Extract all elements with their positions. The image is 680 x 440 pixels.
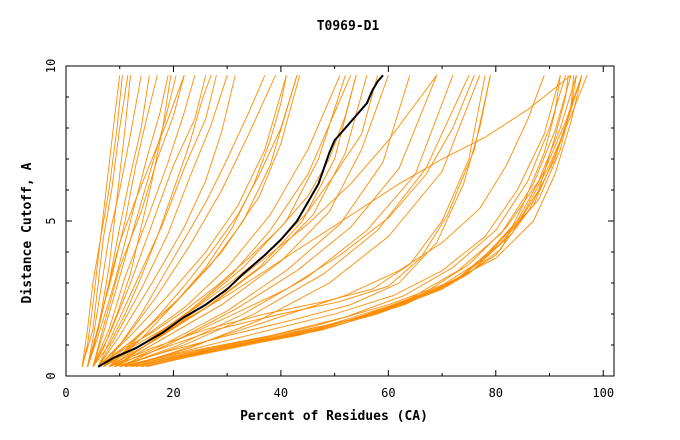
series-line-33 <box>119 75 567 368</box>
x-tick-label-20: 20 <box>166 386 180 400</box>
series-line-21 <box>108 75 357 368</box>
series-line-17 <box>103 75 301 368</box>
series-line-7 <box>92 75 177 367</box>
series-line-54 <box>114 74 572 368</box>
x-tick-label-40: 40 <box>274 386 288 400</box>
series-layer <box>81 74 588 368</box>
series-line-15 <box>97 75 287 368</box>
series-line-3 <box>87 75 142 367</box>
series-line-35 <box>125 75 577 368</box>
series-line-11 <box>97 75 217 367</box>
series-line-51 <box>130 75 545 368</box>
series-line-47 <box>108 75 298 368</box>
series-line-32 <box>119 75 561 368</box>
series-line-13 <box>97 75 236 367</box>
series-line-57 <box>119 75 475 368</box>
y-tick-label-5: 5 <box>44 217 58 224</box>
series-line-16 <box>97 75 298 368</box>
x-tick-label-60: 60 <box>381 386 395 400</box>
chart-title: T0969-D1 <box>317 19 380 34</box>
series-line-22 <box>108 75 368 368</box>
y-tick-label-0: 0 <box>44 372 58 379</box>
highlight-layer <box>97 74 384 368</box>
highlight-series-line <box>97 74 384 368</box>
ticks-layer: 0 20 40 60 80 100 0 5 10 <box>44 59 614 400</box>
series-line-53 <box>103 75 266 367</box>
series-line-2 <box>81 75 129 367</box>
series-line-49 <box>87 75 131 367</box>
series-line-14 <box>97 75 276 368</box>
series-line-6 <box>87 75 169 367</box>
x-tick-label-80: 80 <box>489 386 503 400</box>
y-axis-label: Distance Cutoff, A <box>20 162 35 303</box>
series-line-45 <box>92 75 212 367</box>
series-line-30 <box>108 75 491 368</box>
series-line-4 <box>87 75 150 367</box>
x-tick-label-100: 100 <box>592 386 614 400</box>
series-line-29 <box>108 75 486 368</box>
series-line-8 <box>92 75 185 367</box>
series-line-41 <box>141 75 561 368</box>
series-line-56 <box>108 75 287 368</box>
x-tick-label-0: 0 <box>62 386 69 400</box>
series-line-31 <box>114 75 491 368</box>
x-axis-label: Percent of Residues (CA) <box>240 409 428 424</box>
series-line-18 <box>103 75 341 368</box>
series-line-9 <box>92 75 196 367</box>
series-line-34 <box>125 75 572 368</box>
series-line-12 <box>97 75 228 367</box>
series-line-24 <box>114 75 411 368</box>
series-line-55 <box>87 75 185 367</box>
series-line-50 <box>81 75 121 367</box>
series-line-10 <box>92 75 207 367</box>
series-line-23 <box>114 75 389 368</box>
series-line-42 <box>146 75 569 368</box>
series-line-28 <box>124 75 481 368</box>
y-tick-label-10: 10 <box>44 59 58 73</box>
series-line-52 <box>146 75 583 368</box>
